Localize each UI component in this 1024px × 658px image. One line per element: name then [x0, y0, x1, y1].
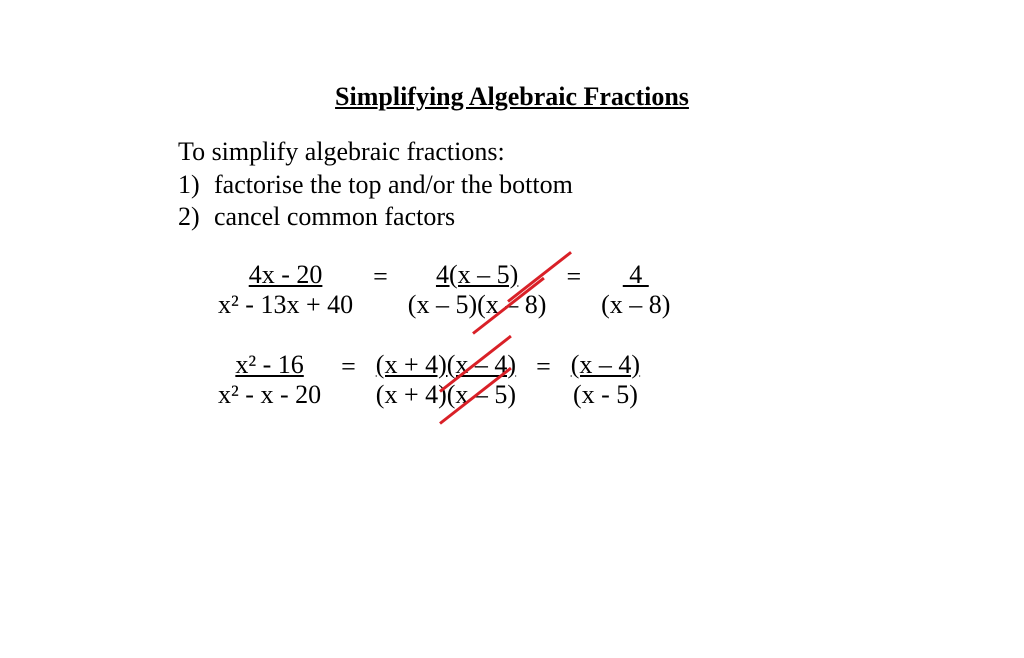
- step-item: 2) cancel common factors: [178, 201, 1024, 234]
- example-row: 4x - 20 x² - 13x + 40 = 4(x – 5) (x – 5)…: [218, 260, 1024, 320]
- intro-text: To simplify algebraic fractions:: [178, 136, 1024, 169]
- numerator: (x + 4)(x – 4): [376, 350, 516, 380]
- step-item: 1) factorise the top and/or the bottom: [178, 169, 1024, 202]
- step-number: 2): [178, 201, 214, 234]
- page-title: Simplifying Algebraic Fractions: [0, 82, 1024, 112]
- denominator: x² - 13x + 40: [218, 290, 353, 320]
- fraction: (x – 4) (x - 5): [571, 350, 640, 410]
- equals-sign: =: [566, 262, 581, 292]
- numerator: 4(x – 5): [436, 260, 518, 290]
- steps-list: 1) factorise the top and/or the bottom 2…: [178, 169, 1024, 234]
- denominator: (x - 5): [573, 380, 638, 410]
- numerator: x² - 16: [235, 350, 303, 380]
- example-row: x² - 16 x² - x - 20 = (x + 4)(x – 4) (x …: [218, 350, 1024, 410]
- numerator: 4x - 20: [249, 260, 323, 290]
- denominator: (x – 8): [601, 290, 670, 320]
- equals-sign: =: [373, 262, 388, 292]
- step-text: cancel common factors: [214, 201, 455, 234]
- fraction: 4 (x – 8): [601, 260, 670, 320]
- numerator: (x – 4): [571, 350, 640, 380]
- fraction: 4x - 20 x² - 13x + 40: [218, 260, 353, 320]
- step-number: 1): [178, 169, 214, 202]
- equals-sign: =: [536, 352, 551, 382]
- denominator: x² - x - 20: [218, 380, 321, 410]
- numerator: 4: [623, 260, 649, 290]
- fraction: x² - 16 x² - x - 20: [218, 350, 321, 410]
- step-text: factorise the top and/or the bottom: [214, 169, 573, 202]
- examples-block: 4x - 20 x² - 13x + 40 = 4(x – 5) (x – 5)…: [178, 260, 1024, 410]
- equals-sign: =: [341, 352, 356, 382]
